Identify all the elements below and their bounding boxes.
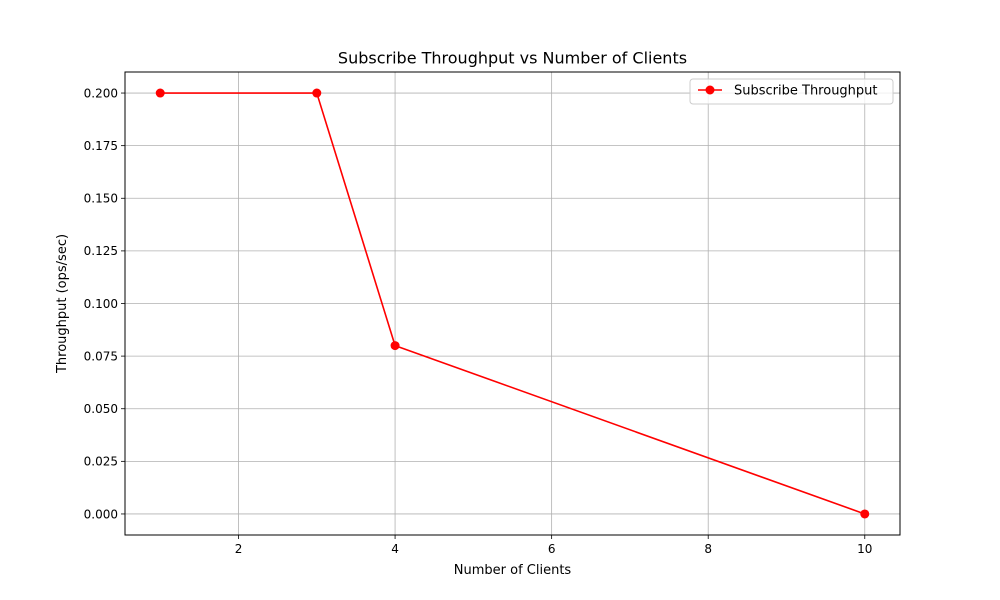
y-tick-label: 0.100 — [84, 297, 118, 311]
y-tick-label: 0.000 — [84, 507, 118, 521]
legend-label: Subscribe Throughput — [734, 84, 878, 99]
y-tick-label: 0.050 — [84, 402, 118, 416]
x-tick-label: 6 — [548, 542, 556, 556]
y-tick-label: 0.150 — [84, 192, 118, 206]
data-point — [860, 509, 870, 519]
legend-box — [689, 78, 894, 105]
x-tick-label: 2 — [235, 542, 243, 556]
data-point — [155, 88, 165, 98]
x-tick-label: 10 — [857, 542, 872, 556]
ticks: 2 4 6 8 10 0.000 0.025 0.050 0.075 0.100 0.125 0.15… — [84, 86, 873, 556]
series-line — [160, 92, 866, 515]
series-layer — [155, 88, 870, 519]
y-tick-label: 0.025 — [84, 455, 118, 469]
x-axis-label: Number of Clients — [454, 563, 572, 578]
y-tick-label: 0.125 — [84, 244, 118, 258]
legend: Subscribe Throughput — [689, 78, 894, 105]
data-point — [390, 341, 400, 351]
x-tick-label: 8 — [704, 542, 712, 556]
chart-title: Subscribe Throughput vs Number of Client… — [338, 49, 687, 68]
y-axis-label: Throughput (ops/sec) — [55, 234, 70, 374]
y-tick-label: 0.175 — [84, 139, 118, 153]
data-point — [312, 88, 322, 98]
legend-marker-swatch — [705, 85, 715, 95]
grid — [125, 72, 900, 535]
x-tick-label: 4 — [391, 542, 399, 556]
y-tick-label: 0.075 — [84, 349, 118, 363]
y-tick-label: 0.200 — [84, 86, 118, 100]
